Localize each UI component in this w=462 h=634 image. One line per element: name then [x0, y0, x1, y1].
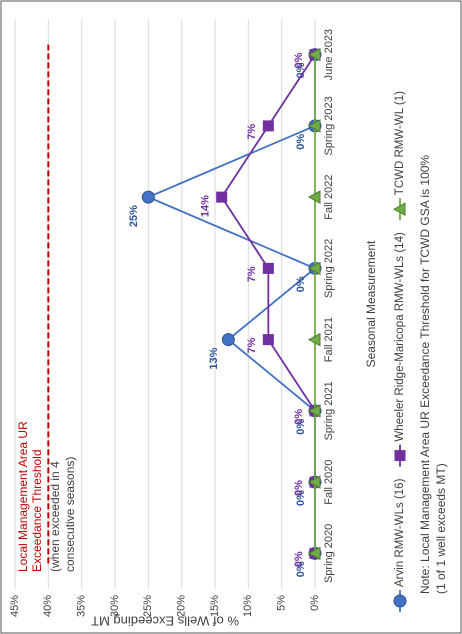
data-label: 7%: [246, 266, 258, 282]
legend-label: TCWD RMW-WL (1): [394, 91, 406, 195]
x-tick-label: Spring 2023: [323, 96, 335, 155]
data-label: 7%: [246, 124, 258, 140]
data-label: 0%: [295, 276, 307, 292]
y-tick-label: 0%: [309, 595, 321, 611]
point: [392, 202, 406, 217]
point: [141, 190, 155, 204]
y-tick-label: 5%: [276, 595, 288, 611]
y-tick-label: 20%: [176, 595, 188, 617]
point: [221, 333, 235, 347]
data-label: 13%: [208, 347, 220, 369]
point: [393, 594, 407, 608]
point: [262, 120, 274, 132]
point: [307, 546, 321, 561]
y-tick-label: 30%: [109, 595, 121, 617]
data-label: 0%: [295, 561, 307, 577]
point: [307, 47, 321, 62]
x-tick-label: Fall 2021: [323, 317, 335, 362]
point: [307, 404, 321, 418]
note: Note: Local Management Area UR Exceedanc…: [418, 155, 432, 594]
data-label: 0%: [293, 480, 305, 496]
data-label: 0%: [293, 551, 305, 567]
point: [262, 262, 274, 274]
x-tick-label: Spring 2020: [323, 524, 335, 583]
point: [307, 261, 321, 276]
threshold-note: (when exceeded in 4: [48, 461, 62, 572]
data-label: 0%: [295, 134, 307, 150]
x-tick-label: Fall 2022: [323, 174, 335, 219]
y-tick-label: 35%: [76, 595, 88, 617]
point: [307, 119, 321, 133]
point: [262, 334, 274, 346]
point: [216, 191, 228, 203]
data-label: 0%: [293, 409, 305, 425]
y-axis-title: % of Wells Exceeding MT: [91, 614, 239, 629]
point: [307, 475, 321, 489]
legend-label: Arvin RMW-WLs (16): [394, 478, 406, 587]
y-tick-label: 25%: [142, 595, 154, 617]
point: [307, 332, 321, 347]
data-label: 14%: [200, 195, 212, 217]
x-tick-label: Spring 2022: [323, 239, 335, 298]
y-tick-label: 10%: [242, 595, 254, 617]
y-tick-label: 45%: [9, 595, 21, 617]
data-label: 0%: [293, 52, 305, 68]
point: [307, 190, 321, 204]
data-label: 0%: [295, 62, 307, 78]
data-label: 0%: [295, 490, 307, 506]
x-axis-title: Seasonal Measurement: [364, 240, 378, 367]
data-label: 0%: [295, 419, 307, 435]
point: [394, 450, 406, 462]
x-tick-label: Fall 2020: [323, 459, 335, 504]
threshold-label: Exceedance Threshold: [30, 449, 44, 572]
y-tick-label: 40%: [42, 595, 54, 617]
legend-label: Wheeler Ridge-Maricopa RMW-WLs (14): [394, 232, 406, 442]
series-line: [146, 54, 317, 554]
note: (1 of 1 well exceeds MT): [434, 463, 448, 594]
threshold-note: consecutive seasons): [63, 457, 77, 572]
x-tick-label: June 2023: [323, 29, 335, 80]
y-tick-label: 15%: [209, 595, 221, 617]
threshold-label: Local Management Area UR: [16, 421, 30, 572]
data-label: 25%: [128, 205, 140, 227]
data-label: 7%: [246, 337, 258, 353]
x-tick-label: Spring 2021: [323, 381, 335, 440]
